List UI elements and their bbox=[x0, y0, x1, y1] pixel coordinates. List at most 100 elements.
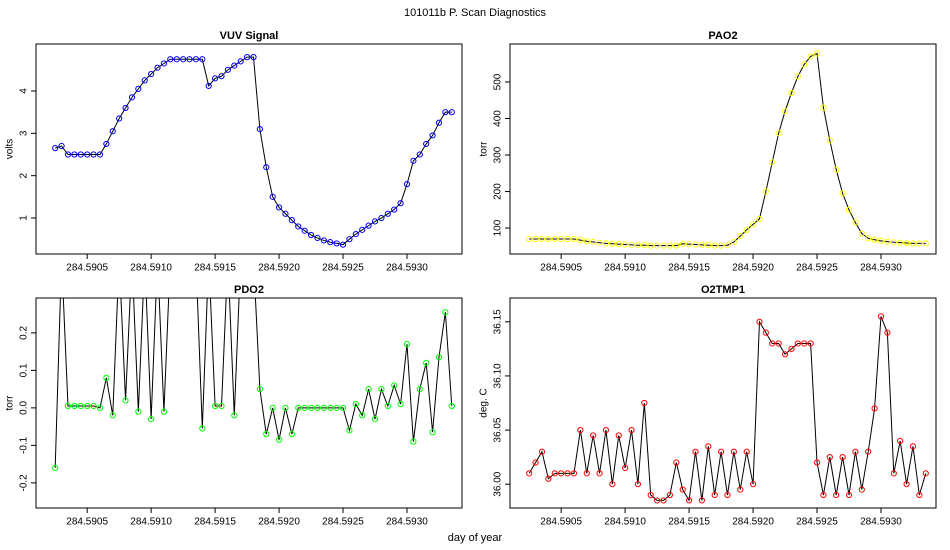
data-point bbox=[590, 238, 597, 246]
data-point bbox=[634, 481, 642, 488]
data-point bbox=[762, 329, 769, 336]
data-point bbox=[877, 237, 885, 244]
data-point bbox=[84, 402, 91, 410]
y-axis-label: volts bbox=[5, 139, 16, 160]
data-point bbox=[743, 226, 750, 233]
data-point bbox=[666, 242, 674, 249]
data-point bbox=[781, 108, 789, 115]
data-point bbox=[71, 151, 78, 158]
x-tick-label: 284.5920 bbox=[732, 517, 774, 528]
data-point bbox=[884, 329, 891, 336]
data-point bbox=[794, 73, 801, 80]
y-axis-label: torr bbox=[479, 141, 490, 157]
data-point bbox=[724, 242, 731, 249]
data-point bbox=[288, 431, 295, 438]
data-point bbox=[397, 200, 404, 207]
data-point bbox=[877, 313, 885, 320]
data-point bbox=[435, 119, 443, 126]
data-point bbox=[141, 77, 148, 84]
data-point bbox=[813, 50, 821, 57]
data-point bbox=[378, 386, 385, 393]
data-point bbox=[903, 239, 910, 247]
data-point bbox=[577, 426, 584, 434]
data-point bbox=[628, 241, 635, 248]
data-point bbox=[435, 354, 443, 361]
data-point bbox=[794, 340, 801, 347]
data-point bbox=[551, 470, 558, 477]
data-point bbox=[717, 448, 725, 455]
data-point bbox=[128, 94, 136, 101]
data-point bbox=[884, 238, 891, 245]
data-point bbox=[160, 408, 168, 415]
data-point bbox=[749, 481, 757, 488]
data-point bbox=[122, 104, 129, 112]
data-point bbox=[922, 240, 929, 247]
data-point bbox=[384, 210, 391, 217]
y-tick-label: 4 bbox=[19, 88, 30, 94]
data-point bbox=[756, 318, 763, 325]
data-point bbox=[641, 399, 648, 407]
y-axis-label: deg. C bbox=[479, 388, 490, 417]
y-tick-label: 0.0 bbox=[19, 400, 30, 414]
data-point bbox=[602, 426, 610, 434]
data-point bbox=[698, 497, 705, 504]
data-point bbox=[871, 236, 878, 243]
data-line bbox=[54, 298, 453, 468]
data-point bbox=[109, 128, 116, 135]
data-point bbox=[852, 219, 859, 226]
page-title: 101011b P. Scan Diagnostics bbox=[404, 7, 547, 19]
data-point bbox=[231, 412, 238, 419]
y-axis-label: torr bbox=[5, 395, 16, 411]
data-point bbox=[634, 242, 642, 249]
data-point bbox=[641, 242, 648, 249]
data-point bbox=[673, 242, 680, 249]
data-point bbox=[826, 454, 833, 461]
data-point bbox=[423, 140, 430, 148]
data-point bbox=[346, 427, 353, 434]
data-point bbox=[583, 238, 590, 245]
x-tick-label: 284.5915 bbox=[194, 263, 236, 274]
data-point bbox=[90, 151, 97, 158]
x-tick-label: 284.5930 bbox=[860, 517, 902, 528]
data-point bbox=[359, 412, 366, 419]
data-point bbox=[583, 470, 590, 477]
data-line bbox=[528, 316, 927, 502]
data-point bbox=[858, 486, 865, 493]
data-point bbox=[897, 437, 904, 444]
data-point bbox=[371, 416, 379, 423]
data-point bbox=[724, 491, 731, 499]
data-point bbox=[551, 235, 558, 243]
data-point bbox=[590, 432, 597, 439]
data-point bbox=[333, 404, 340, 411]
data-point bbox=[250, 54, 257, 61]
y-tick-label: 300 bbox=[493, 146, 504, 163]
data-point bbox=[269, 193, 276, 200]
data-point bbox=[833, 166, 840, 173]
data-point bbox=[160, 60, 168, 67]
data-point bbox=[833, 491, 840, 499]
y-tick-label: 100 bbox=[493, 219, 504, 236]
data-point bbox=[602, 240, 610, 247]
data-point bbox=[596, 470, 603, 477]
panel-title: VUV Signal bbox=[220, 30, 279, 42]
data-point bbox=[397, 401, 404, 408]
data-point bbox=[743, 448, 750, 455]
data-point bbox=[615, 432, 622, 439]
data-point bbox=[628, 426, 635, 434]
x-tick-label: 284.5925 bbox=[796, 517, 838, 528]
data-point bbox=[71, 402, 78, 410]
data-point bbox=[275, 436, 283, 443]
data-point bbox=[211, 402, 219, 410]
data-point bbox=[769, 159, 776, 166]
plot-frame bbox=[509, 43, 937, 255]
x-tick-label: 284.5925 bbox=[796, 263, 838, 274]
data-point bbox=[282, 404, 289, 411]
data-point bbox=[307, 404, 315, 411]
x-tick-label: 284.5915 bbox=[668, 263, 710, 274]
data-point bbox=[122, 397, 129, 404]
data-point bbox=[679, 240, 686, 247]
data-point bbox=[391, 382, 398, 389]
data-point bbox=[391, 206, 398, 213]
data-point bbox=[371, 218, 379, 225]
data-point bbox=[416, 386, 423, 393]
